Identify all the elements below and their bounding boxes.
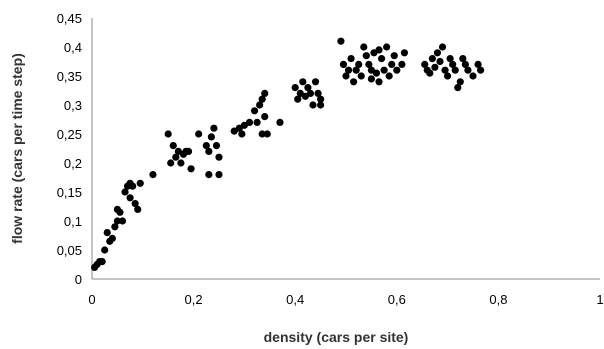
data-point: [436, 58, 443, 65]
data-point: [116, 209, 123, 216]
x-axis-title: density (cars per site): [264, 329, 409, 345]
y-tick-label: 0,35: [57, 69, 82, 84]
data-point: [101, 246, 108, 253]
y-axis-title: flow rate (cars per time step): [9, 53, 25, 244]
y-tick-label: 0: [75, 272, 82, 287]
data-point: [360, 43, 367, 50]
data-point: [469, 72, 476, 79]
y-tick-label: 0,05: [57, 243, 82, 258]
data-point: [238, 130, 245, 137]
data-point: [381, 67, 388, 74]
data-point: [434, 49, 441, 56]
data-point: [292, 84, 299, 91]
y-tick-labels: 0 0,05 0,1 0,15 0,2 0,25 0,3 0,35 0,4 0,45: [57, 11, 82, 287]
y-tick-label: 0,25: [57, 127, 82, 142]
data-point: [195, 130, 202, 137]
data-point: [254, 119, 261, 126]
x-tick-label: 0: [88, 292, 95, 307]
data-point: [208, 133, 215, 140]
data-point: [213, 142, 220, 149]
data-point: [210, 125, 217, 132]
data-point: [340, 61, 347, 68]
data-point: [350, 78, 357, 85]
data-point: [104, 229, 111, 236]
data-point: [383, 43, 390, 50]
data-point: [464, 67, 471, 74]
data-point: [264, 130, 271, 137]
data-point: [205, 171, 212, 178]
data-point: [368, 75, 375, 82]
data-point: [261, 90, 268, 97]
data-point: [337, 38, 344, 45]
data-point: [307, 90, 314, 97]
data-point: [251, 107, 258, 114]
data-point: [312, 78, 319, 85]
y-tick-label: 0,3: [64, 98, 82, 113]
data-point: [358, 72, 365, 79]
data-point: [134, 206, 141, 213]
data-point: [246, 119, 253, 126]
data-point: [309, 101, 316, 108]
data-point: [165, 130, 172, 137]
data-point: [177, 159, 184, 166]
data-point: [345, 67, 352, 74]
data-point: [373, 70, 380, 77]
data-point: [477, 67, 484, 74]
y-tick-label: 0,1: [64, 214, 82, 229]
data-point: [137, 180, 144, 187]
data-point: [276, 119, 283, 126]
data-point: [439, 43, 446, 50]
data-point: [127, 194, 134, 201]
data-point: [215, 171, 222, 178]
data-point: [431, 64, 438, 71]
data-point: [386, 72, 393, 79]
data-point: [393, 67, 400, 74]
data-point: [391, 52, 398, 59]
data-point: [355, 61, 362, 68]
x-tick-label: 0,6: [388, 292, 406, 307]
y-tick-label: 0,4: [64, 40, 82, 55]
data-point: [215, 154, 222, 161]
data-point: [167, 159, 174, 166]
data-point: [444, 72, 451, 79]
data-point: [119, 217, 126, 224]
data-point: [363, 52, 370, 59]
y-tick-label: 0,15: [57, 185, 82, 200]
data-point: [317, 101, 324, 108]
data-point: [99, 258, 106, 265]
data-point: [109, 235, 116, 242]
x-tick-label: 0,2: [185, 292, 203, 307]
data-point: [149, 171, 156, 178]
data-point: [205, 148, 212, 155]
data-point: [299, 78, 306, 85]
data-point: [347, 55, 354, 62]
data-point: [429, 55, 436, 62]
data-points: [91, 38, 484, 271]
data-point: [401, 49, 408, 56]
data-point: [187, 165, 194, 172]
data-point: [375, 78, 382, 85]
data-point: [457, 78, 464, 85]
y-tick-label: 0,45: [57, 11, 82, 26]
data-point: [398, 61, 405, 68]
data-point: [452, 67, 459, 74]
x-tick-label: 0,8: [489, 292, 507, 307]
data-point: [261, 113, 268, 120]
data-point: [426, 70, 433, 77]
x-tick-label: 0,4: [286, 292, 304, 307]
data-point: [170, 142, 177, 149]
data-point: [388, 61, 395, 68]
y-tick-label: 0,2: [64, 156, 82, 171]
x-tick-label: 1: [596, 292, 603, 307]
data-point: [185, 148, 192, 155]
x-tick-labels: 0 0,2 0,4 0,6 0,8 1: [88, 292, 603, 307]
plot-area: 0 0,2 0,4 0,6 0,8 1 0 0,05 0,1 0,15 0,2 0,25 0,3 0,3…: [57, 11, 604, 307]
data-point: [378, 55, 385, 62]
data-point: [129, 183, 136, 190]
data-point: [375, 46, 382, 53]
